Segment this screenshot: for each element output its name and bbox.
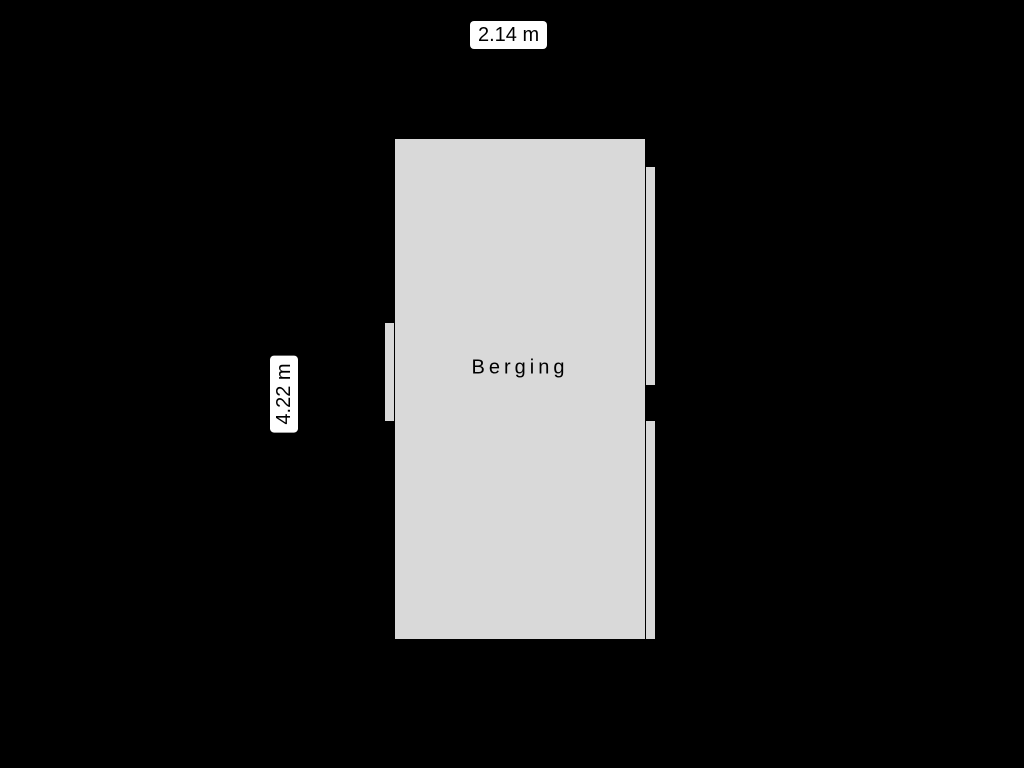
room-berging	[395, 139, 645, 639]
right-wall-upper-panel	[645, 166, 656, 386]
room-label: Berging	[472, 357, 569, 380]
dimension-left: 4.22 m	[270, 355, 298, 432]
right-wall-lower-panel	[645, 420, 656, 640]
dimension-top: 2.14 m	[470, 21, 547, 49]
left-wall-window	[384, 322, 395, 422]
